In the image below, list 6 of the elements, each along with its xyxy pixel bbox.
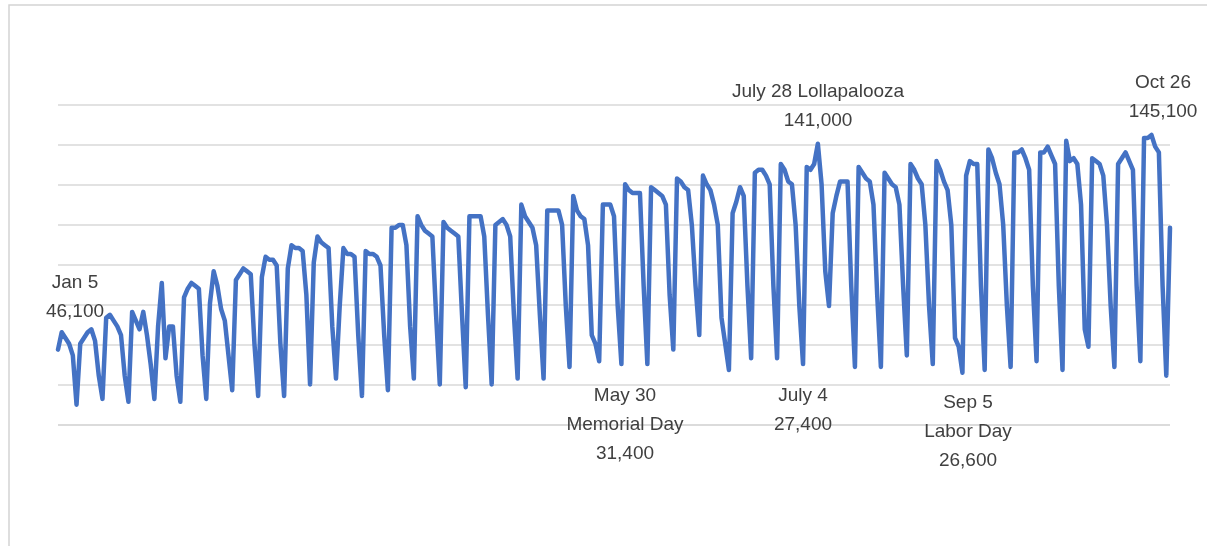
text: Oct 26 145,100 <box>1128 71 1198 121</box>
annotation: Jan 5 46,100 <box>45 271 105 321</box>
annotation: Sep 5 Labor Day 26,600 <box>924 391 1013 470</box>
annotation: July 4 27,400 <box>773 384 833 434</box>
annotation: May 30 Memorial Day 31,400 <box>566 384 685 463</box>
text: July 28 Lollapalooza 141,000 <box>731 80 905 130</box>
